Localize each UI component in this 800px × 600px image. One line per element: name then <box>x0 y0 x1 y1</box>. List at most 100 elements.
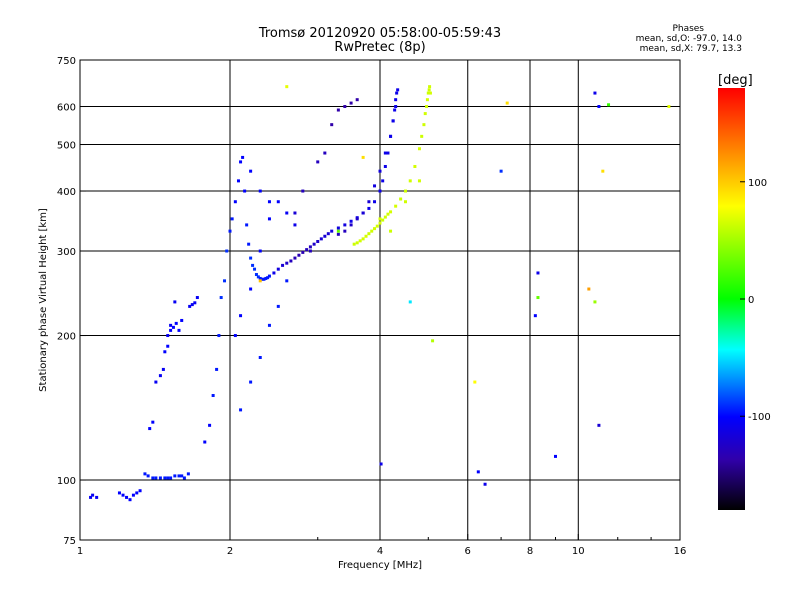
o-mode-point <box>373 200 377 204</box>
x-mode-point <box>394 204 398 208</box>
o-mode-point <box>258 189 262 193</box>
x-mode-point <box>505 101 509 105</box>
o-mode-point <box>211 394 215 398</box>
x-mode-point <box>361 237 365 241</box>
o-mode-point <box>219 296 223 300</box>
o-mode-point <box>316 240 320 244</box>
o-mode-point <box>533 314 537 318</box>
x-mode-point <box>352 242 356 246</box>
o-mode-point <box>230 217 234 221</box>
o-mode-point <box>285 279 289 283</box>
o-mode-point <box>383 164 387 168</box>
x-axis: 1 2 4 6 8 10 16 <box>77 534 686 557</box>
o-mode-point <box>233 334 237 338</box>
o-mode-point <box>386 151 390 155</box>
o-mode-point <box>95 495 99 499</box>
o-mode-point <box>308 249 312 253</box>
o-mode-point <box>174 321 178 325</box>
o-mode-point <box>330 229 334 233</box>
x-mode-point <box>367 232 371 236</box>
o-mode-point <box>593 91 597 95</box>
o-mode-point <box>249 169 253 173</box>
o-mode-point <box>389 134 393 138</box>
x-mode-point <box>336 229 340 233</box>
o-mode-point <box>301 189 305 193</box>
o-mode-point <box>285 211 289 215</box>
o-mode-point <box>245 223 249 227</box>
o-mode-point <box>258 276 262 280</box>
x-mode-point <box>389 210 393 214</box>
chart-subtitle: RwPretec (8p) <box>334 40 426 55</box>
x-tick-label: 8 <box>527 546 533 557</box>
o-mode-point <box>378 169 382 173</box>
x-mode-point <box>258 279 262 283</box>
o-mode-point <box>267 323 271 327</box>
o-mode-point <box>208 423 212 427</box>
o-mode-point <box>154 380 158 384</box>
o-mode-point <box>121 493 125 497</box>
o-mode-point <box>381 179 385 183</box>
o-mode-point <box>89 495 93 499</box>
o-mode-point <box>151 420 155 424</box>
o-mode-point <box>394 105 398 109</box>
x-tick-label: 4 <box>377 546 383 557</box>
o-mode-point <box>169 323 173 327</box>
o-mode-point <box>233 200 237 204</box>
data-points <box>89 85 671 502</box>
x-mode-point <box>417 147 421 151</box>
o-mode-point <box>131 493 135 497</box>
x-mode-point <box>607 103 611 107</box>
o-mode-point <box>264 276 268 280</box>
x-tick-label: 2 <box>227 546 233 557</box>
phases-line-x: mean, sd,X: 79.7, 13.3 <box>639 44 742 54</box>
o-mode-point <box>138 489 142 493</box>
o-mode-point <box>349 219 353 223</box>
y-tick-label: 500 <box>57 141 76 152</box>
x-mode-point <box>427 88 431 92</box>
o-mode-point <box>305 248 309 252</box>
o-mode-point <box>186 472 190 476</box>
o-mode-point <box>217 334 221 338</box>
x-mode-point <box>431 339 435 343</box>
phases-header: Phases <box>524 24 704 35</box>
o-mode-point <box>349 101 353 105</box>
x-mode-point <box>399 197 403 201</box>
o-mode-point <box>166 476 170 480</box>
x-mode-point <box>378 221 382 225</box>
x-mode-point <box>593 300 597 304</box>
x-mode-point <box>358 239 362 243</box>
o-mode-point <box>177 474 181 478</box>
o-mode-point <box>243 189 247 193</box>
o-mode-point <box>379 462 383 466</box>
x-mode-point <box>428 91 432 95</box>
x-mode-point <box>370 229 374 233</box>
o-mode-point <box>343 105 347 109</box>
o-mode-point <box>251 263 255 267</box>
o-mode-point <box>249 380 253 384</box>
x-mode-point <box>361 155 365 159</box>
x-mode-point <box>373 227 377 231</box>
o-mode-point <box>336 232 340 236</box>
colorbar-tick-label: -100 <box>748 412 771 423</box>
o-mode-point <box>171 325 175 329</box>
o-mode-point <box>158 374 162 378</box>
x-axis-label: Frequency [MHz] <box>338 560 422 571</box>
o-mode-point <box>158 476 162 480</box>
o-mode-point <box>394 98 398 102</box>
o-mode-point <box>343 223 347 227</box>
o-mode-point <box>476 470 480 474</box>
o-mode-point <box>225 249 229 253</box>
x-mode-point <box>403 200 407 204</box>
x-mode-point <box>425 105 429 109</box>
o-mode-point <box>148 427 152 431</box>
o-mode-point <box>166 344 170 348</box>
x-mode-point <box>413 164 417 168</box>
o-mode-point <box>258 249 262 253</box>
x-mode-point <box>408 300 412 304</box>
o-mode-point <box>355 98 359 102</box>
o-mode-point <box>483 482 487 486</box>
x-tick-label: 6 <box>465 546 471 557</box>
x-mode-point <box>285 85 289 89</box>
o-mode-point <box>336 108 340 112</box>
